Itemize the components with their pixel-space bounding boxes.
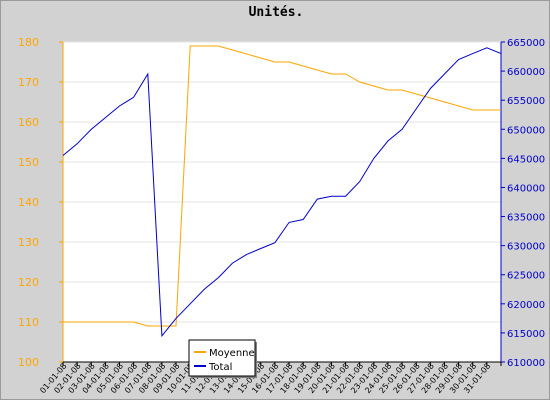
- series-line-moyenne: [63, 45, 501, 327]
- series-line-total: [62, 47, 502, 338]
- right-y-tick-label: 655000: [507, 96, 545, 107]
- right-y-tick-label: 620000: [507, 300, 545, 311]
- axes: 100 110 120 130 140 150 160 170 180 610000 615000 6…: [18, 36, 545, 395]
- right-y-tick-label: 615000: [507, 329, 545, 340]
- right-y-tick-label: 625000: [507, 271, 545, 282]
- grid-lines: [63, 41, 501, 323]
- right-y-tick-label: 630000: [507, 242, 545, 253]
- left-y-tick-label: 110: [18, 316, 39, 329]
- right-y-tick-label: 645000: [507, 154, 545, 165]
- left-y-tick-label: 170: [18, 76, 39, 89]
- legend-label: Moyenne: [209, 348, 255, 359]
- right-y-tick-label: 650000: [507, 125, 545, 136]
- right-y-tick-label: 665000: [507, 38, 545, 49]
- legend: Moyenne Total: [188, 339, 257, 378]
- series-lines: [62, 45, 502, 338]
- right-y-tick-label: 635000: [507, 213, 545, 224]
- left-y-tick-label: 100: [18, 356, 39, 369]
- legend-label: Total: [208, 362, 232, 373]
- left-y-tick-label: 140: [18, 196, 39, 209]
- right-y-tick-label: 640000: [507, 183, 545, 194]
- left-y-tick-label: 180: [18, 36, 39, 49]
- left-y-tick-label: 160: [18, 116, 39, 129]
- chart-title: Unités.: [248, 5, 304, 20]
- left-y-tick-label: 150: [18, 156, 39, 169]
- legend-box: [188, 339, 256, 377]
- right-y-tick-label: 660000: [507, 67, 545, 78]
- right-y-tick-label: 610000: [507, 358, 545, 369]
- left-y-tick-label: 130: [18, 236, 39, 249]
- left-y-tick-label: 120: [18, 276, 39, 289]
